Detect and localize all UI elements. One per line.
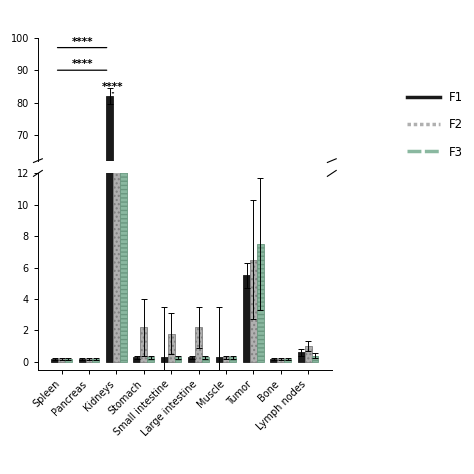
Bar bbox=[168, 334, 174, 362]
Bar bbox=[161, 357, 168, 362]
Bar bbox=[120, 309, 127, 361]
Bar bbox=[134, 357, 140, 362]
Bar bbox=[92, 359, 99, 362]
Bar bbox=[222, 360, 229, 361]
Bar bbox=[147, 360, 154, 361]
Bar bbox=[174, 360, 182, 361]
Bar bbox=[140, 354, 147, 361]
Bar bbox=[250, 260, 257, 362]
Bar bbox=[51, 360, 58, 361]
Bar bbox=[58, 360, 65, 361]
Bar bbox=[298, 359, 305, 361]
Bar bbox=[188, 360, 195, 361]
Bar bbox=[79, 360, 85, 361]
Bar bbox=[92, 360, 99, 361]
Bar bbox=[65, 359, 72, 362]
Bar bbox=[271, 359, 277, 362]
Bar bbox=[188, 357, 195, 362]
Bar bbox=[195, 328, 202, 362]
Bar bbox=[79, 359, 85, 362]
Text: ****: **** bbox=[72, 36, 93, 46]
Legend: F1, F2, F3: F1, F2, F3 bbox=[407, 91, 464, 159]
Bar bbox=[65, 360, 72, 361]
Bar bbox=[271, 360, 277, 361]
Bar bbox=[106, 0, 113, 362]
Bar bbox=[120, 110, 127, 362]
Bar bbox=[311, 356, 319, 362]
Text: ****: **** bbox=[72, 59, 93, 69]
Bar bbox=[168, 355, 174, 361]
Bar bbox=[305, 357, 311, 361]
Bar bbox=[250, 340, 257, 361]
Bar bbox=[229, 360, 236, 361]
Bar bbox=[216, 357, 222, 362]
Bar bbox=[161, 360, 168, 361]
Bar bbox=[298, 353, 305, 362]
Bar bbox=[202, 360, 209, 361]
Bar bbox=[305, 346, 311, 362]
Bar bbox=[257, 244, 264, 362]
Bar bbox=[147, 357, 154, 362]
Bar bbox=[284, 359, 291, 362]
Bar bbox=[257, 337, 264, 361]
Bar bbox=[174, 357, 182, 362]
Bar bbox=[106, 96, 113, 361]
Bar bbox=[113, 0, 120, 362]
Bar bbox=[222, 357, 229, 362]
Bar bbox=[216, 360, 222, 361]
Bar bbox=[284, 360, 291, 361]
Bar bbox=[243, 275, 250, 362]
Bar bbox=[277, 359, 284, 362]
Text: ****: **** bbox=[102, 82, 124, 92]
Bar bbox=[85, 360, 92, 361]
Bar bbox=[229, 357, 236, 362]
Bar bbox=[51, 359, 58, 362]
Bar bbox=[277, 360, 284, 361]
Bar bbox=[243, 343, 250, 361]
Bar bbox=[134, 360, 140, 361]
Bar bbox=[202, 357, 209, 362]
Bar bbox=[85, 359, 92, 362]
Bar bbox=[140, 328, 147, 362]
Bar bbox=[113, 193, 120, 361]
Bar bbox=[311, 360, 319, 361]
Bar bbox=[58, 359, 65, 362]
Bar bbox=[195, 354, 202, 361]
